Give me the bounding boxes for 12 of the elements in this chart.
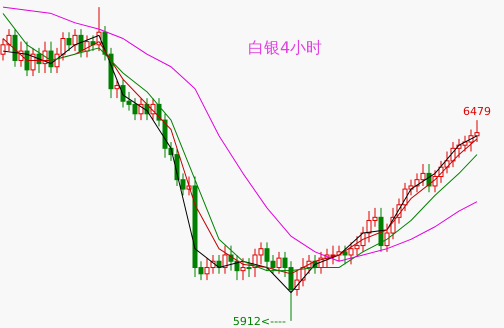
candlestick	[222, 245, 228, 274]
candlestick	[24, 41, 30, 77]
annotation: 6479	[463, 105, 491, 118]
candlestick	[30, 47, 36, 77]
candlestick	[114, 78, 120, 99]
text: 白银4小时	[248, 38, 322, 59]
candlestick	[90, 34, 96, 52]
candlestick	[72, 28, 78, 52]
annotation: 5912<----	[232, 314, 286, 328]
candlestick	[276, 251, 282, 274]
candlestick	[138, 98, 144, 121]
candlestick	[66, 32, 72, 52]
